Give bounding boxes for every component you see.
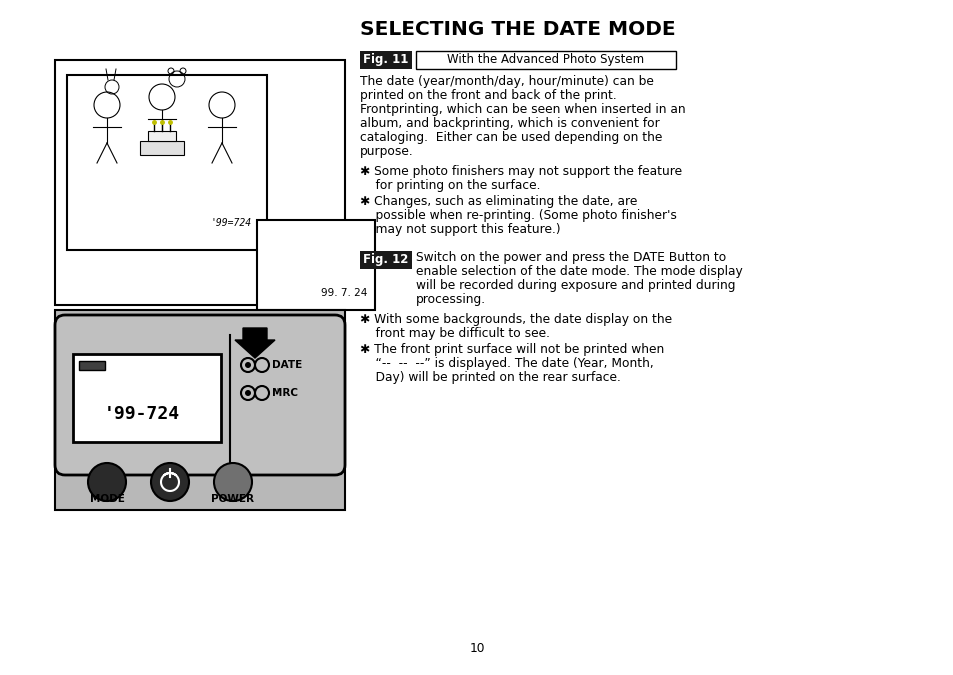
Text: 99. 7. 24: 99. 7. 24 — [320, 288, 367, 298]
Text: processing.: processing. — [416, 293, 486, 306]
Text: possible when re-printing. (Some photo finisher's: possible when re-printing. (Some photo f… — [359, 209, 677, 222]
Circle shape — [245, 390, 251, 396]
Circle shape — [213, 463, 252, 501]
Text: SELECTING THE DATE MODE: SELECTING THE DATE MODE — [359, 20, 675, 39]
Text: may not support this feature.): may not support this feature.) — [359, 223, 560, 236]
Text: Switch on the power and press the DATE Button to: Switch on the power and press the DATE B… — [416, 251, 725, 264]
Text: will be recorded during exposure and printed during: will be recorded during exposure and pri… — [416, 279, 735, 292]
Text: 10: 10 — [469, 642, 484, 655]
Text: ✱ With some backgrounds, the date display on the: ✱ With some backgrounds, the date displa… — [359, 313, 672, 326]
Bar — [67, 75, 267, 250]
Text: '99-724: '99-724 — [104, 405, 180, 423]
Text: With the Advanced Photo System: With the Advanced Photo System — [447, 53, 644, 67]
Text: DATE: DATE — [272, 360, 302, 370]
Text: MRC: MRC — [272, 388, 297, 398]
Bar — [140, 141, 184, 155]
Text: Fig. 11: Fig. 11 — [363, 53, 408, 67]
Text: for printing on the surface.: for printing on the surface. — [359, 179, 540, 192]
Bar — [416, 51, 676, 69]
Text: '99=724: '99=724 — [211, 218, 252, 228]
Text: The date (year/month/day, hour/minute) can be: The date (year/month/day, hour/minute) c… — [359, 75, 653, 88]
Bar — [256, 220, 375, 310]
Text: ✱ The front print surface will not be printed when: ✱ The front print surface will not be pr… — [359, 343, 663, 356]
Bar — [148, 131, 175, 141]
Polygon shape — [234, 328, 274, 358]
Circle shape — [151, 463, 189, 501]
Text: MODE: MODE — [90, 494, 124, 504]
Text: POWER: POWER — [212, 494, 254, 504]
Bar — [73, 354, 221, 442]
Bar — [79, 361, 105, 370]
Text: enable selection of the date mode. The mode display: enable selection of the date mode. The m… — [416, 265, 742, 278]
Text: Day) will be printed on the rear surface.: Day) will be printed on the rear surface… — [359, 371, 620, 384]
Circle shape — [245, 362, 251, 368]
Text: album, and backprinting, which is convenient for: album, and backprinting, which is conven… — [359, 117, 659, 130]
Text: ✱ Changes, such as eliminating the date, are: ✱ Changes, such as eliminating the date,… — [359, 195, 637, 208]
Bar — [55, 60, 345, 305]
Text: purpose.: purpose. — [359, 145, 414, 158]
Bar — [359, 251, 412, 269]
Text: front may be difficult to see.: front may be difficult to see. — [359, 327, 550, 340]
Text: cataloging.  Either can be used depending on the: cataloging. Either can be used depending… — [359, 131, 661, 144]
Text: Frontprinting, which can be seen when inserted in an: Frontprinting, which can be seen when in… — [359, 103, 685, 116]
Text: ♪: ♪ — [274, 387, 279, 396]
Circle shape — [88, 463, 126, 501]
Bar — [55, 310, 345, 510]
Text: Fig. 12: Fig. 12 — [363, 254, 408, 267]
Text: ✱ Some photo finishers may not support the feature: ✱ Some photo finishers may not support t… — [359, 165, 681, 178]
Text: “--  --  --” is displayed. The date (Year, Month,: “-- -- --” is displayed. The date (Year,… — [359, 357, 653, 370]
Text: printed on the front and back of the print.: printed on the front and back of the pri… — [359, 89, 616, 102]
Bar — [359, 51, 412, 69]
FancyBboxPatch shape — [55, 315, 345, 475]
